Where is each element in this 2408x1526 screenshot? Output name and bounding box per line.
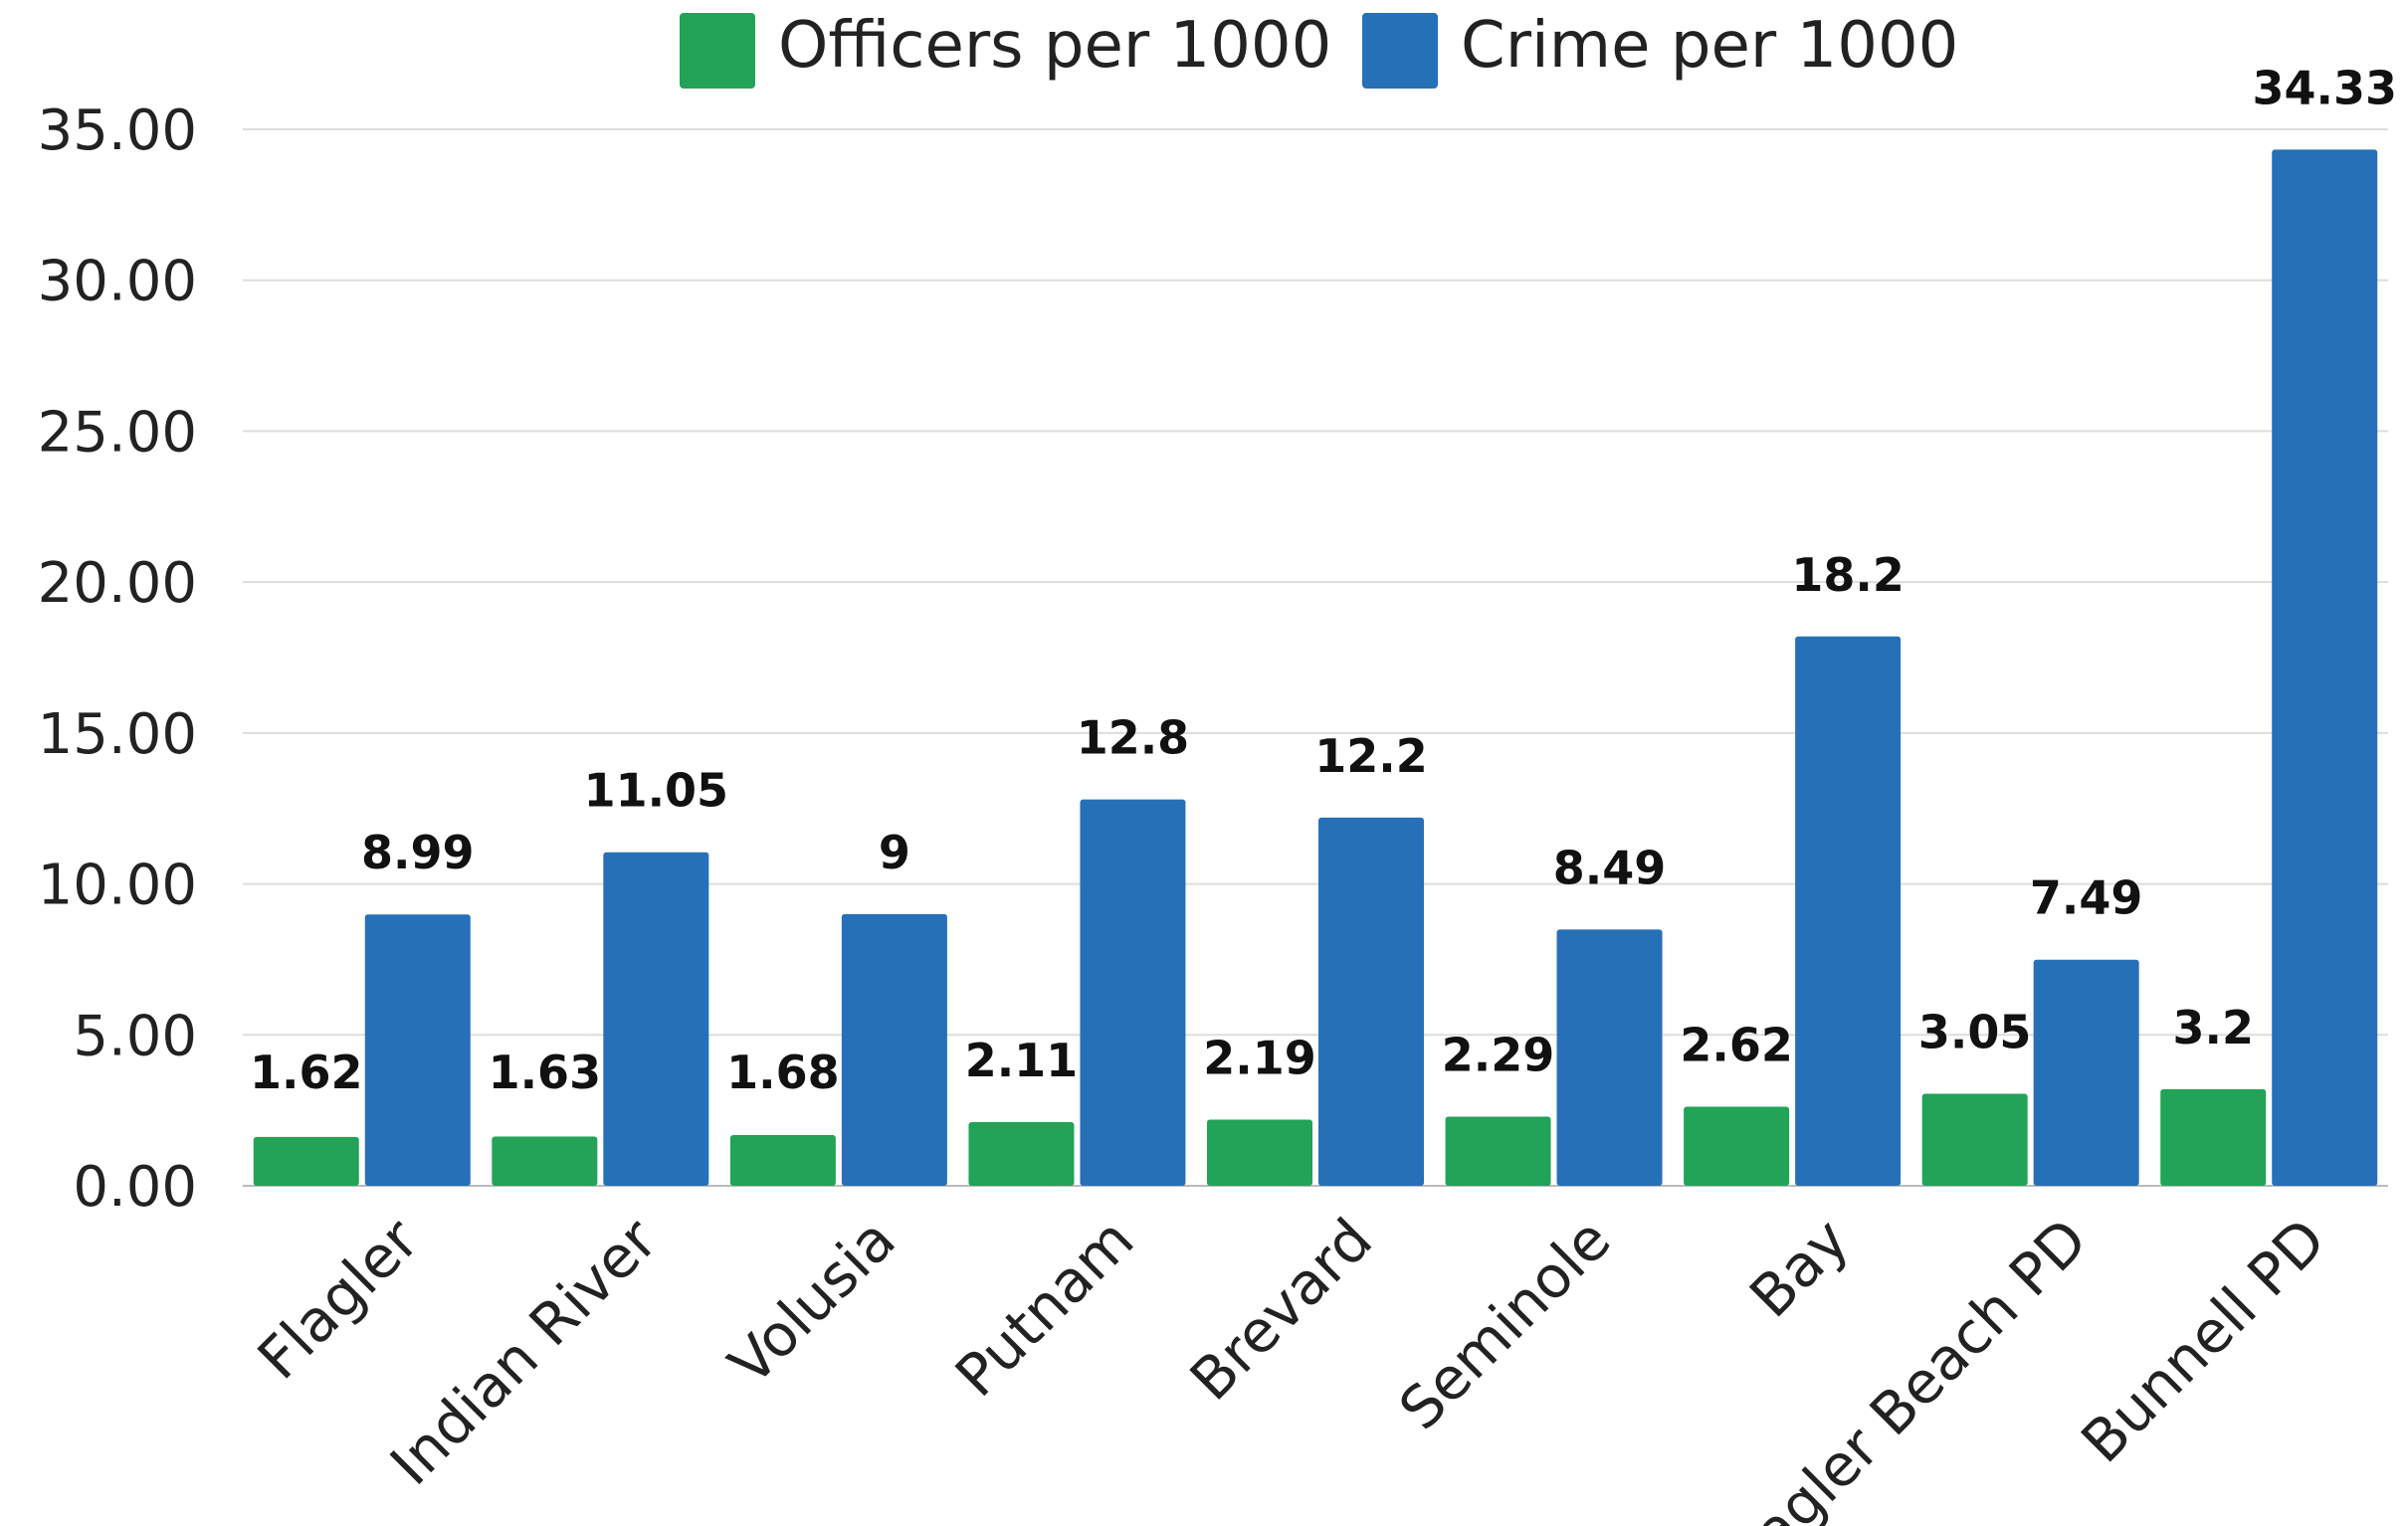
bar-crime [1080, 799, 1186, 1186]
data-label-officers: 2.62 [1680, 1019, 1793, 1072]
x-category-label: Volusia [715, 1206, 907, 1398]
data-label-officers: 1.63 [489, 1046, 602, 1099]
bar-crime [841, 913, 947, 1186]
data-label-officers: 1.62 [250, 1046, 363, 1099]
bar-officers [1445, 1116, 1551, 1186]
bar-crime [603, 852, 709, 1186]
data-label-crime: 8.99 [361, 826, 475, 879]
y-axis-ticks: 0.00 5.00 10.00 15.00 20.00 25.00 30.00 35.00 [38, 98, 197, 1220]
x-category-label: Flagler [245, 1206, 432, 1393]
y-tick-label: 15.00 [38, 702, 197, 767]
bar-crime [2272, 149, 2378, 1186]
bar-crime [1795, 636, 1902, 1186]
data-label-crime: 12.8 [1077, 711, 1190, 765]
bar-crime [364, 914, 471, 1186]
data-label-officers: 3.05 [1918, 1005, 2032, 1058]
x-category-label: Bunnell PD [2069, 1206, 2339, 1476]
bar-crime [1318, 817, 1424, 1186]
x-category-label: Flagler Beach PD [1705, 1206, 2100, 1526]
x-category-label: Seminole [1386, 1206, 1623, 1442]
data-label-crime: 18.2 [1791, 548, 1905, 602]
bars [253, 149, 2378, 1186]
bar-officers [1684, 1106, 1790, 1186]
y-tick-label: 30.00 [38, 250, 197, 314]
data-label-crime: 9 [879, 826, 910, 879]
y-tick-label: 10.00 [38, 854, 197, 918]
bar-officers [729, 1135, 836, 1186]
data-label-crime: 12.2 [1314, 729, 1428, 783]
y-tick-label: 35.00 [38, 98, 197, 163]
y-tick-label: 0.00 [73, 1155, 197, 1220]
data-label-crime: 7.49 [2030, 871, 2143, 925]
bar-officers [1207, 1119, 1312, 1186]
x-category-label: Putnam [942, 1206, 1146, 1410]
data-label-crime: 11.05 [584, 764, 729, 818]
bar-officers [968, 1121, 1075, 1186]
gridlines [243, 128, 2388, 1187]
data-label-officers: 1.68 [726, 1046, 840, 1099]
bar-officers [2160, 1088, 2267, 1186]
bar-officers [253, 1136, 359, 1186]
bar-crime [1556, 929, 1663, 1186]
y-tick-label: 25.00 [38, 400, 197, 465]
legend-label-crime: Crime per 1000 [1461, 9, 1958, 83]
y-tick-label: 5.00 [73, 1004, 197, 1068]
legend-swatch-officers [680, 13, 755, 89]
bar-officers [492, 1136, 598, 1186]
data-label-officers: 2.19 [1203, 1032, 1316, 1085]
data-label-officers: 3.2 [2172, 1001, 2254, 1054]
y-tick-label: 20.00 [38, 551, 197, 616]
legend-label-officers: Officers per 1000 [778, 9, 1331, 83]
data-labels: 1.62 8.99 1.63 11.05 1.68 9 2.11 12.8 2.19 12.2 2.… [250, 61, 2397, 1099]
data-label-crime: 34.33 [2252, 61, 2397, 114]
bar-crime [2033, 959, 2139, 1186]
x-category-label: Brevard [1177, 1206, 1385, 1414]
data-label-officers: 2.11 [965, 1034, 1079, 1087]
data-label-officers: 2.29 [1442, 1029, 1555, 1082]
legend-swatch-crime [1362, 13, 1438, 89]
x-category-label: Bay [1736, 1206, 1862, 1331]
legend: Officers per 1000 Crime per 1000 [680, 9, 1958, 89]
data-label-crime: 8.49 [1553, 841, 1667, 894]
bar-officers [1921, 1093, 2028, 1186]
